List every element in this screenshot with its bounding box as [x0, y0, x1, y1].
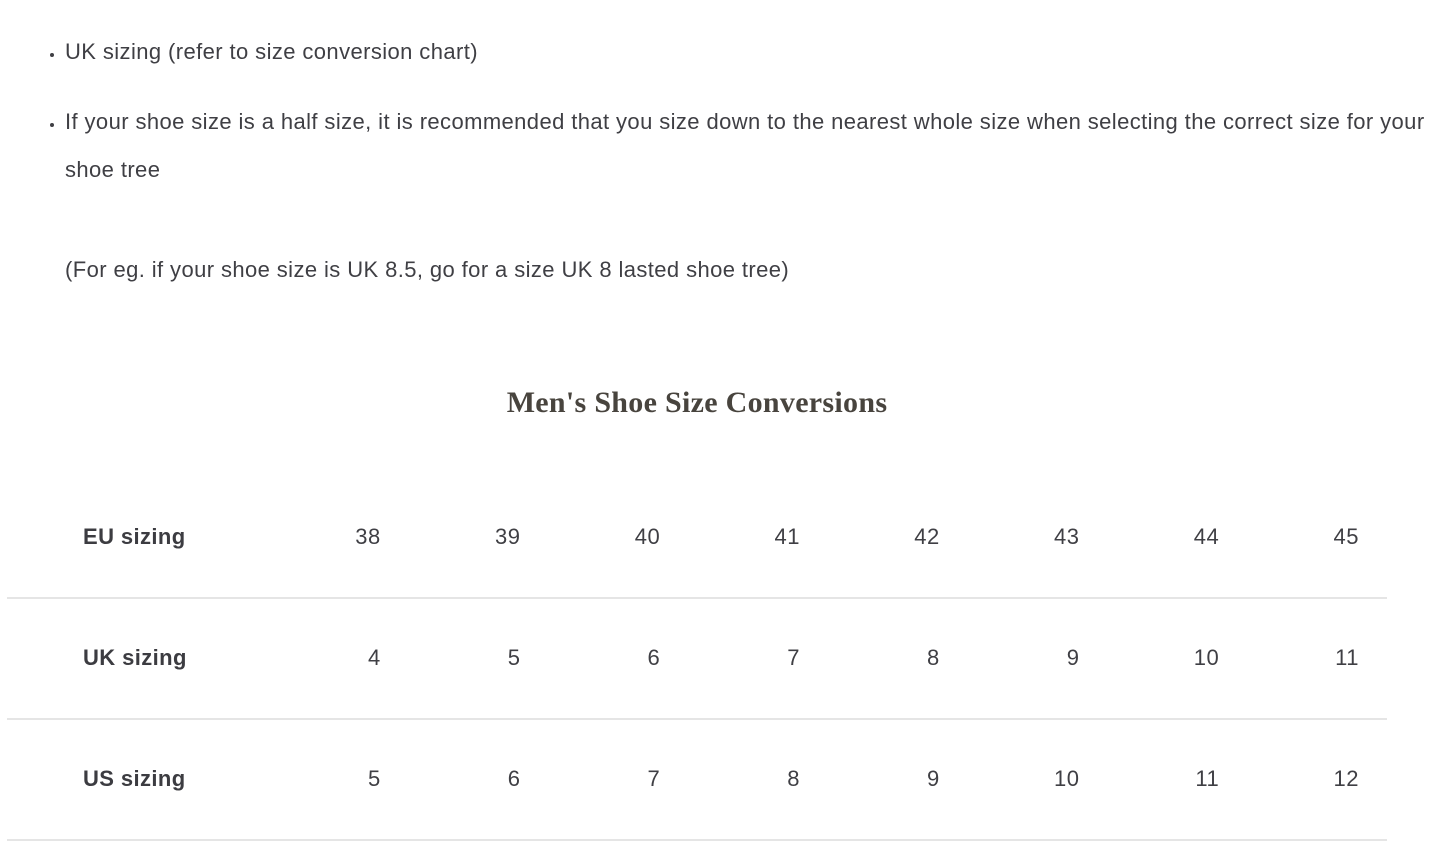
size-cell: 5 — [507, 645, 521, 670]
size-cell: 5 — [368, 766, 381, 791]
size-cell: 43 — [1054, 524, 1080, 549]
size-cell: 6 — [647, 645, 661, 670]
row-label: UK sizing — [83, 645, 187, 670]
bullet-text: UK sizing (refer to size conversion char… — [65, 39, 478, 64]
size-cell: 8 — [927, 645, 940, 670]
table-title: Men's Shoe Size Conversions — [506, 386, 888, 419]
size-cell: 4 — [368, 645, 381, 670]
size-cell: 10 — [1193, 645, 1220, 670]
table-row: US sizing 5 6 7 8 9 10 11 12 — [7, 719, 1387, 840]
size-cell: 39 — [495, 524, 521, 549]
row-label: US sizing — [83, 766, 186, 791]
bullet-text: If your shoe size is a half size, it is … — [65, 109, 1425, 182]
size-cell: 7 — [787, 645, 800, 670]
size-table-body: EU sizing 38 39 40 41 42 43 44 45 UK sizing 4 5 6 7 8 9… — [7, 478, 1387, 840]
size-cell: 44 — [1193, 524, 1220, 549]
bullet-list: UK sizing (refer to size conversion char… — [0, 28, 1431, 294]
size-cell: 8 — [787, 766, 800, 791]
size-cell: 41 — [774, 524, 800, 549]
size-cell: 11 — [1335, 645, 1359, 670]
table-row: EU sizing 38 39 40 41 42 43 44 45 — [7, 478, 1387, 598]
size-cell: 12 — [1333, 766, 1359, 791]
size-cell: 38 — [355, 524, 381, 549]
size-cell: 42 — [914, 524, 940, 549]
size-cell: 6 — [507, 766, 521, 791]
bullet-note: (For eg. if your shoe size is UK 8.5, go… — [65, 257, 790, 282]
list-item: If your shoe size is a half size, it is … — [65, 98, 1431, 294]
size-cell: 10 — [1054, 766, 1080, 791]
size-cell: 9 — [1066, 645, 1080, 670]
size-cell: 40 — [634, 524, 661, 549]
size-conversion-table: EU sizing 38 39 40 41 42 43 44 45 UK sizing 4 5 6 7 8 9… — [7, 478, 1387, 841]
row-label: EU sizing — [83, 524, 186, 549]
list-item: UK sizing (refer to size conversion char… — [65, 28, 1431, 76]
size-cell: 7 — [647, 766, 661, 791]
size-cell: 45 — [1333, 524, 1359, 549]
size-cell: 9 — [927, 766, 940, 791]
size-cell: 11 — [1195, 766, 1220, 791]
table-row: UK sizing 4 5 6 7 8 9 10 11 — [7, 598, 1387, 719]
